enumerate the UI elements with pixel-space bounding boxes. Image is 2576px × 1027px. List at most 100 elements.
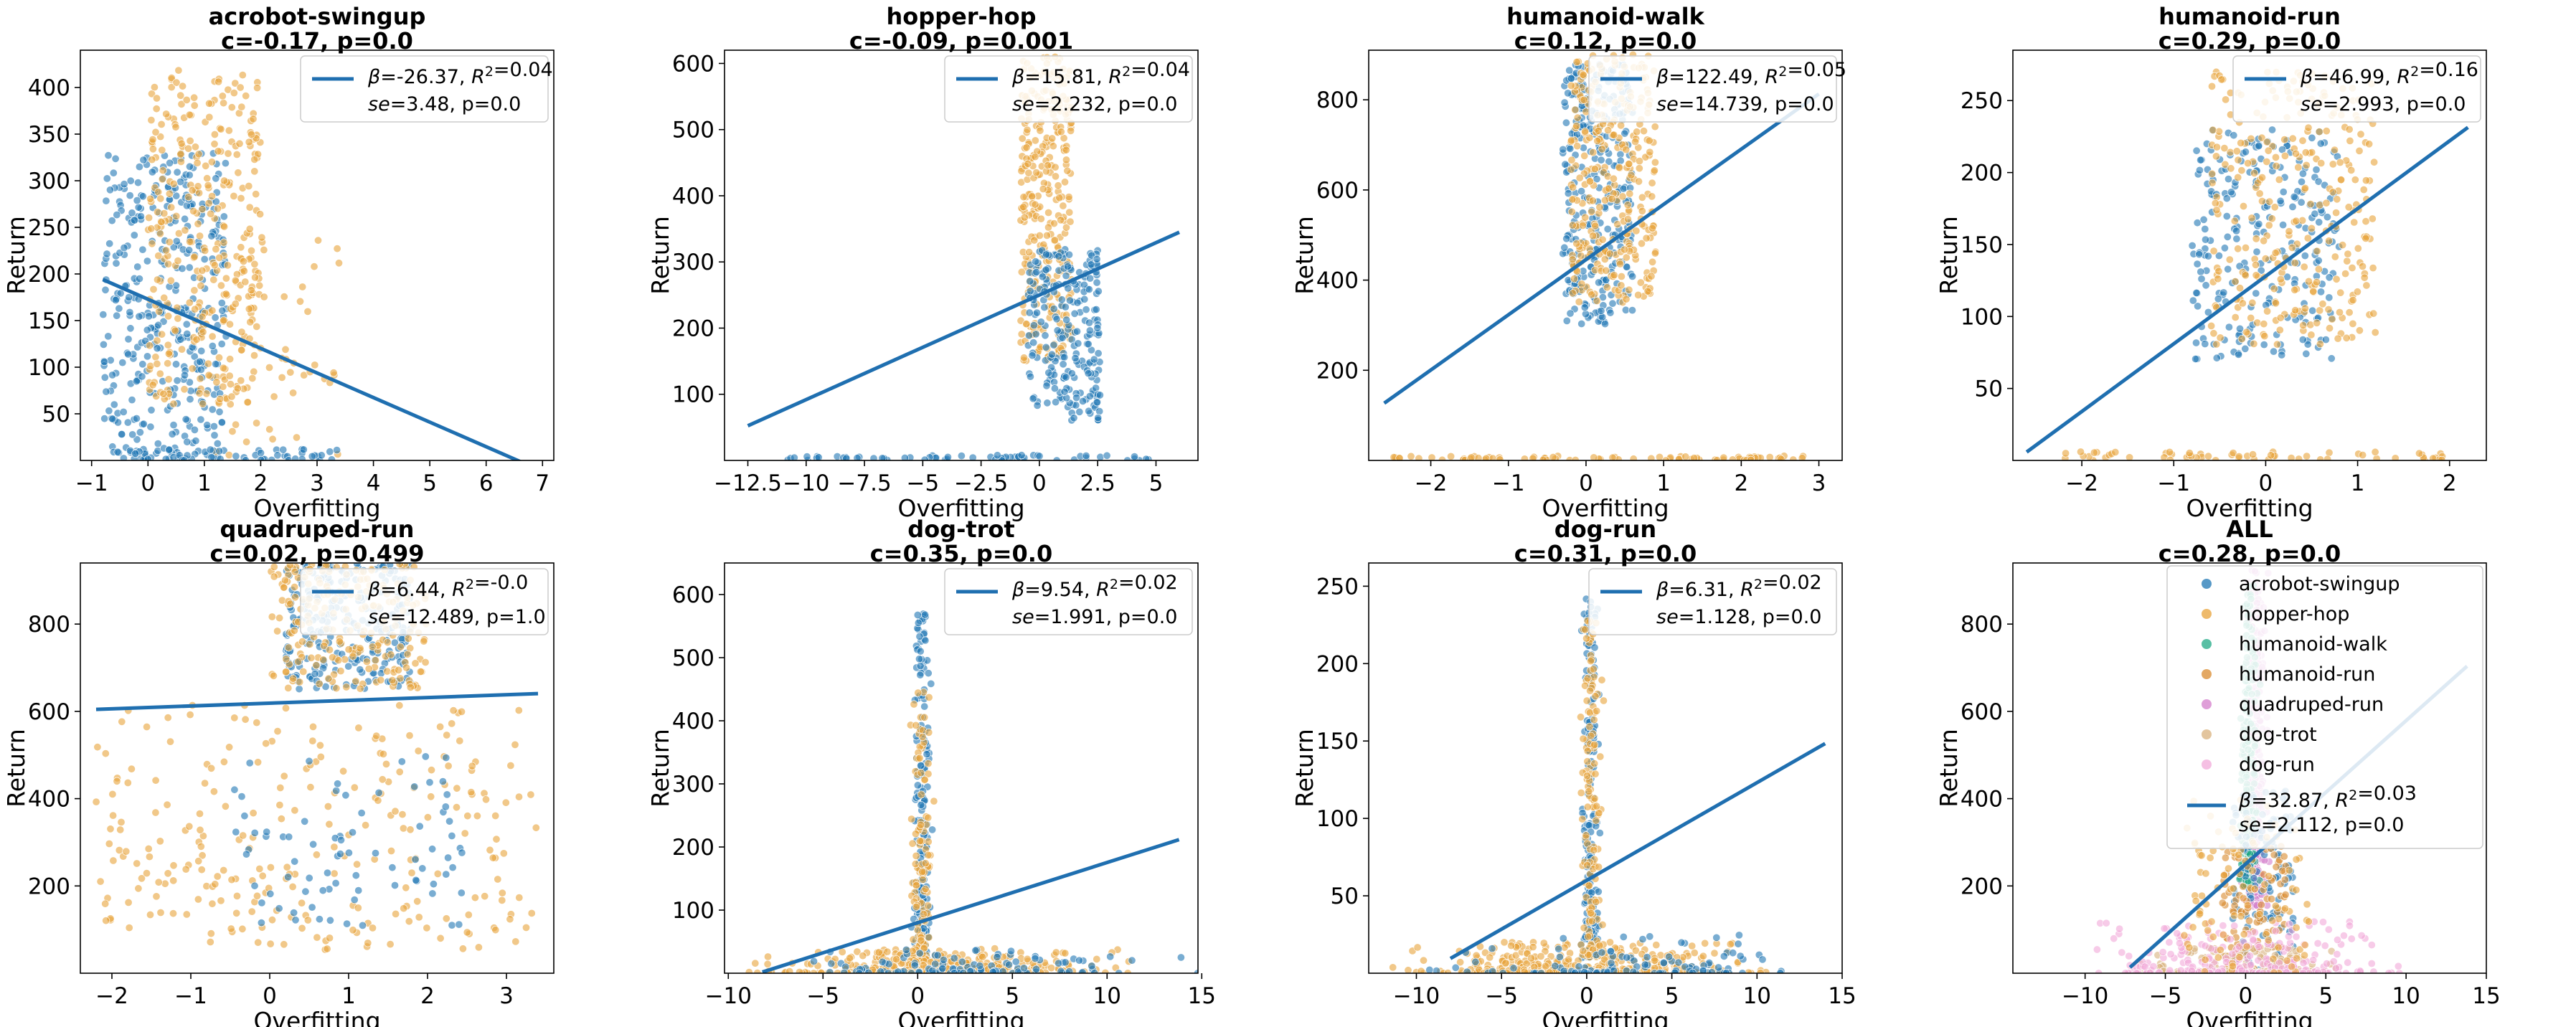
plot-frame xyxy=(724,49,1199,461)
data-point xyxy=(1628,272,1637,280)
data-point xyxy=(2273,340,2282,349)
data-point xyxy=(2336,308,2344,316)
data-point xyxy=(1573,113,1582,122)
x-tick-label: −1 xyxy=(75,470,108,496)
data-point xyxy=(158,330,166,339)
data-point xyxy=(1590,453,1598,460)
data-point xyxy=(354,724,363,732)
data-point xyxy=(100,357,109,366)
data-point xyxy=(1096,453,1105,460)
data-point xyxy=(291,593,299,602)
data-point xyxy=(164,359,172,368)
data-point xyxy=(1648,179,1656,187)
data-point xyxy=(167,83,176,92)
data-point xyxy=(1638,193,1646,202)
data-point xyxy=(415,913,423,922)
data-point xyxy=(147,406,156,415)
data-point xyxy=(258,233,266,242)
data-point xyxy=(104,151,113,160)
data-point xyxy=(387,847,395,856)
data-point xyxy=(197,281,205,290)
data-point xyxy=(402,663,410,672)
x-tick-label: 1 xyxy=(1656,470,1671,496)
data-point xyxy=(1588,197,1597,205)
legend-stat-se: se=1.991, p=0.0 xyxy=(1012,606,1177,628)
data-point xyxy=(101,899,110,908)
data-point xyxy=(169,861,178,870)
data-point xyxy=(1628,306,1637,315)
data-point xyxy=(2189,296,2197,305)
data-point xyxy=(1037,214,1045,223)
data-point xyxy=(2253,318,2262,327)
data-point xyxy=(280,940,288,949)
data-point xyxy=(2221,160,2230,169)
data-point xyxy=(2252,271,2260,280)
data-point xyxy=(1057,216,1065,224)
data-point xyxy=(1765,453,1774,460)
data-point xyxy=(1061,949,1070,957)
data-point xyxy=(176,335,185,344)
x-tick-label: 3 xyxy=(499,983,514,1009)
data-point xyxy=(859,952,867,960)
data-point xyxy=(1638,207,1646,215)
data-point xyxy=(457,889,466,897)
data-point xyxy=(232,909,241,917)
data-point xyxy=(2240,202,2248,210)
data-point xyxy=(809,969,818,973)
data-point xyxy=(2238,299,2247,308)
data-point xyxy=(2212,206,2221,214)
data-point xyxy=(290,909,298,917)
data-point xyxy=(253,322,261,331)
data-point xyxy=(237,377,245,385)
data-point xyxy=(1042,343,1050,351)
data-point xyxy=(2230,131,2238,140)
data-point xyxy=(336,667,345,676)
subplot-subtitle: c=-0.17, p=0.0 xyxy=(221,27,413,55)
data-point xyxy=(387,650,395,659)
data-point xyxy=(156,194,165,203)
data-point xyxy=(917,936,925,945)
data-point xyxy=(126,308,134,316)
data-point xyxy=(1047,350,1056,359)
data-point xyxy=(2237,138,2245,147)
data-point xyxy=(914,688,923,697)
data-point xyxy=(2370,158,2379,166)
data-point xyxy=(220,176,229,185)
data-point xyxy=(1106,952,1115,961)
data-point xyxy=(2257,133,2266,142)
data-point xyxy=(176,158,185,166)
data-point xyxy=(1042,382,1051,390)
data-point xyxy=(152,892,161,901)
data-point xyxy=(1023,126,1032,134)
data-point xyxy=(181,415,190,424)
data-point xyxy=(281,704,290,712)
data-point xyxy=(128,430,137,439)
data-point xyxy=(1059,360,1067,369)
data-point xyxy=(185,162,194,171)
data-point xyxy=(913,781,922,790)
data-point xyxy=(2214,275,2222,283)
data-point xyxy=(1579,70,1587,79)
legend-stat-beta: β=9.54, R2=0.02 xyxy=(1011,572,1178,601)
data-point xyxy=(202,161,210,170)
x-tick-label: −2 xyxy=(95,983,128,1009)
x-tick-label: 10 xyxy=(1093,983,1121,1009)
data-point xyxy=(165,189,174,198)
data-point xyxy=(1040,303,1049,312)
data-point xyxy=(414,747,423,755)
subplot-subtitle: c=-0.09, p=0.001 xyxy=(849,27,1073,55)
data-point xyxy=(245,759,254,767)
data-point xyxy=(2214,295,2222,303)
data-point xyxy=(210,140,219,148)
data-point xyxy=(395,701,404,710)
data-point xyxy=(1042,250,1051,259)
data-point xyxy=(284,873,293,881)
data-point xyxy=(1595,203,1604,212)
data-point xyxy=(1587,657,1595,666)
data-point xyxy=(348,828,357,837)
data-point xyxy=(374,788,383,797)
data-point xyxy=(2341,270,2350,278)
data-point xyxy=(327,455,336,460)
data-point xyxy=(180,385,189,394)
